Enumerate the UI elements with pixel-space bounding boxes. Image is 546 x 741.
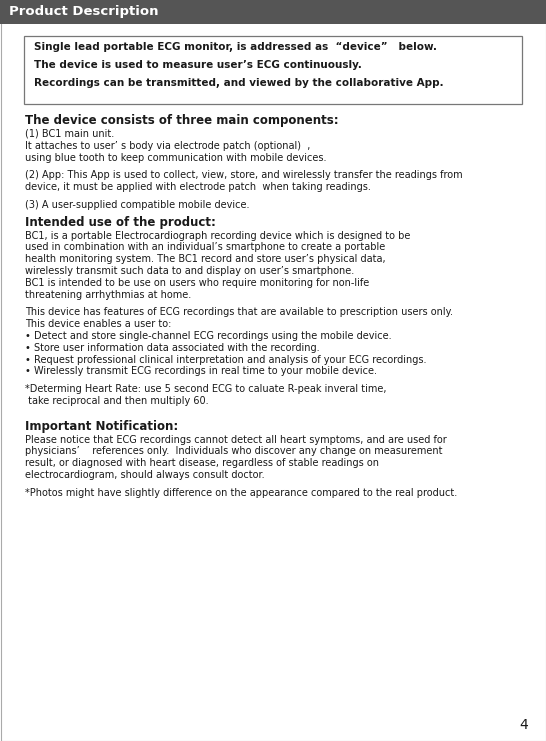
Text: take reciprocal and then multiply 60.: take reciprocal and then multiply 60. <box>25 396 209 406</box>
Text: • Request professional clinical interpretation and analysis of your ECG recordin: • Request professional clinical interpre… <box>25 354 426 365</box>
Text: • Store user information data associated with the recording.: • Store user information data associated… <box>25 342 319 353</box>
Bar <box>0 0 546 24</box>
Text: • Wirelessly transmit ECG recordings in real time to your mobile device.: • Wirelessly transmit ECG recordings in … <box>25 366 377 376</box>
Text: BC1, is a portable Electrocardiograph recording device which is designed to be: BC1, is a portable Electrocardiograph re… <box>25 230 411 241</box>
Text: BC1 is intended to be use on users who require monitoring for non-life: BC1 is intended to be use on users who r… <box>25 278 369 288</box>
Text: (1) BC1 main unit.: (1) BC1 main unit. <box>25 129 114 139</box>
Text: Intended use of the product:: Intended use of the product: <box>25 216 216 229</box>
Text: wirelessly transmit such data to and display on user’s smartphone.: wirelessly transmit such data to and dis… <box>25 266 354 276</box>
Text: Product Description: Product Description <box>9 5 158 19</box>
Text: using blue tooth to keep communication with mobile devices.: using blue tooth to keep communication w… <box>25 153 327 162</box>
Text: health monitoring system. The BC1 record and store user’s physical data,: health monitoring system. The BC1 record… <box>25 254 385 265</box>
Text: 4: 4 <box>519 718 528 732</box>
Text: *Photos might have slightly difference on the appearance compared to the real pr: *Photos might have slightly difference o… <box>25 488 457 498</box>
Text: The device consists of three main components:: The device consists of three main compon… <box>25 114 339 127</box>
Text: Important Notification:: Important Notification: <box>25 419 178 433</box>
Text: used in combination with an individual’s smartphone to create a portable: used in combination with an individual’s… <box>25 242 385 253</box>
Text: • Detect and store single-channel ECG recordings using the mobile device.: • Detect and store single-channel ECG re… <box>25 331 391 341</box>
Text: (2) App: This App is used to collect, view, store, and wirelessly transfer the r: (2) App: This App is used to collect, vi… <box>25 170 462 180</box>
Text: *Determing Heart Rate: use 5 second ECG to caluate R-peak inveral time,: *Determing Heart Rate: use 5 second ECG … <box>25 384 387 394</box>
Text: It attaches to user’ s body via electrode patch (optional)  ,: It attaches to user’ s body via electrod… <box>25 141 310 151</box>
Text: physicians’    references only.  Individuals who discover any change on measurem: physicians’ references only. Individuals… <box>25 446 442 456</box>
Text: result, or diagnosed with heart disease, regardless of stable readings on: result, or diagnosed with heart disease,… <box>25 458 379 468</box>
Text: threatening arrhythmias at home.: threatening arrhythmias at home. <box>25 290 191 299</box>
Text: Please notice that ECG recordings cannot detect all heart symptoms, and are used: Please notice that ECG recordings cannot… <box>25 435 447 445</box>
Text: The device is used to measure user’s ECG continuously.: The device is used to measure user’s ECG… <box>34 60 362 70</box>
Text: device, it must be applied with electrode patch  when taking readings.: device, it must be applied with electrod… <box>25 182 371 192</box>
Text: This device enables a user to:: This device enables a user to: <box>25 319 171 329</box>
Text: (3) A user-supplied compatible mobile device.: (3) A user-supplied compatible mobile de… <box>25 200 250 210</box>
Text: Single lead portable ECG monitor, is addressed as  “device”   below.: Single lead portable ECG monitor, is add… <box>34 42 437 52</box>
Text: Recordings can be transmitted, and viewed by the collaborative App.: Recordings can be transmitted, and viewe… <box>34 78 443 88</box>
Text: electrocardiogram, should always consult doctor.: electrocardiogram, should always consult… <box>25 470 265 480</box>
Bar <box>24 36 522 104</box>
Text: This device has features of ECG recordings that are available to prescription us: This device has features of ECG recordin… <box>25 308 453 317</box>
